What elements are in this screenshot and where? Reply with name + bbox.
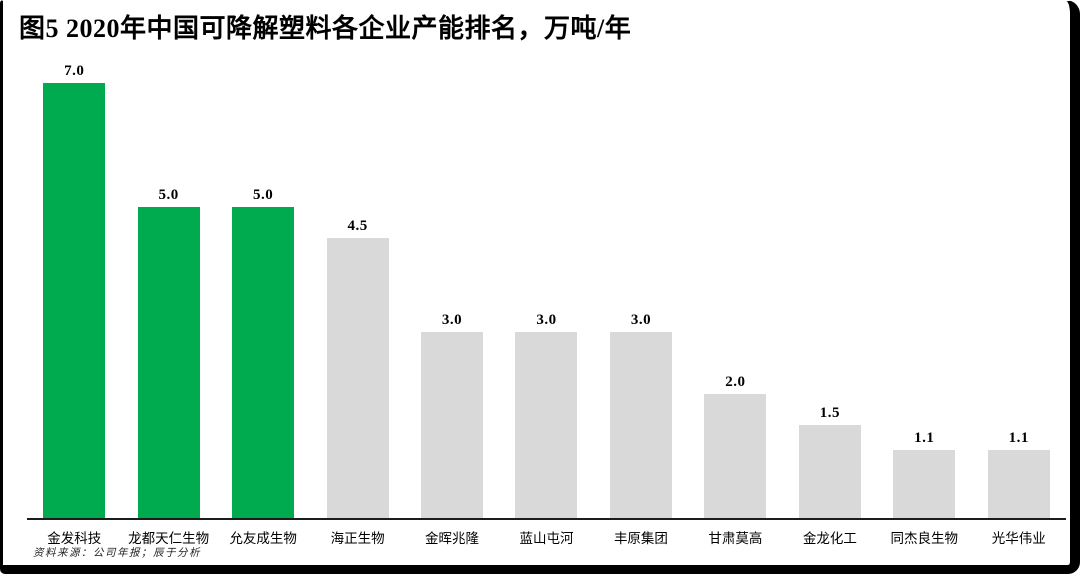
category-label: 甘肃莫高 [708,531,763,546]
bar [704,394,767,518]
bar-value-label: 3.0 [630,312,652,328]
bar-value-label: 5.0 [253,187,274,203]
bar-chart: 7.0 5.0 5.0 4.5 3.0 3.0 3.0 2.0 1.5 1.1 1.1 金发科技 龙都… [27,63,1066,547]
bar-column: 7.0 [27,63,121,518]
bar-column: 1.5 [783,405,877,518]
bar-column: 1.1 [877,430,971,518]
bar [609,332,672,518]
bar-value-label: 3.0 [441,312,463,328]
category-label: 龙都天仁生物 [128,531,210,546]
category-label: 蓝山屯河 [519,531,574,546]
category-label: 光华伟业 [991,531,1046,546]
source-note: 资料来源：公司年报；辰于分析 [33,548,201,559]
bar [515,332,578,518]
category-label: 海正生物 [330,531,385,546]
bar-column: 1.1 [972,430,1066,518]
bar-column: 2.0 [688,374,782,518]
bar-value-label: 4.5 [347,218,368,234]
bar [987,450,1050,518]
bar-value-label: 1.1 [1008,430,1029,446]
bar [326,238,389,518]
bar-column: 3.0 [405,312,499,518]
bar [893,450,956,518]
bar-value-label: 1.1 [914,430,935,446]
bar [137,207,200,518]
bar-value-label: 3.0 [536,312,557,328]
category-label: 同杰良生物 [890,531,959,546]
category-label: 金晖兆隆 [425,531,480,546]
bar [43,83,106,518]
bar [232,207,295,518]
bar-column: 3.0 [594,312,688,518]
category-label: 金龙化工 [802,531,857,546]
category-label: 金发科技 [47,531,102,546]
bar-column: 4.5 [310,218,404,518]
x-axis-labels: 金发科技 龙都天仁生物 允友成生物 海正生物 金晖兆隆 蓝山屯河 丰原集团 甘肃莫高 金龙化工 同… [27,520,1066,547]
bar-value-label: 1.5 [819,405,840,421]
bar [798,425,861,518]
bar-value-label: 7.0 [64,63,85,79]
category-label: 丰原集团 [613,531,668,546]
plot-area: 7.0 5.0 5.0 4.5 3.0 3.0 3.0 2.0 1.5 1.1 1.1 [27,63,1066,520]
bar-value-label: 5.0 [158,187,179,203]
bar-column: 5.0 [121,187,215,518]
bar-column: 5.0 [216,187,310,518]
bar [421,332,484,518]
chart-title: 图5 2020年中国可降解塑料各企业产能排名，万吨/年 [19,14,632,43]
bar-value-label: 2.0 [725,374,746,390]
bar-column: 3.0 [499,312,593,518]
category-label: 允友成生物 [229,531,297,546]
